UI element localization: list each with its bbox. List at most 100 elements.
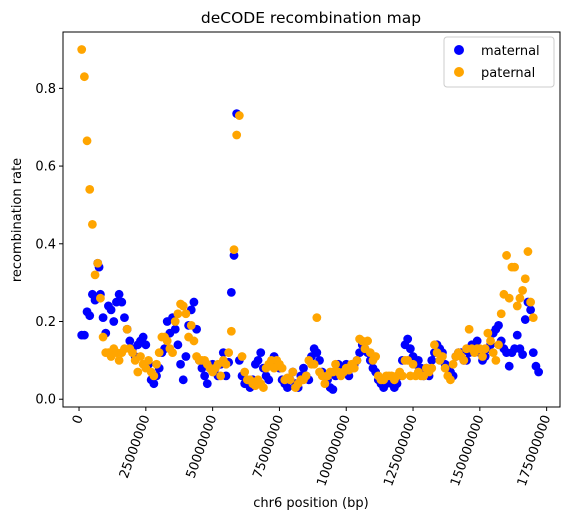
paternal-point — [494, 340, 503, 350]
maternal-point — [98, 313, 108, 323]
paternal-point — [518, 286, 527, 295]
maternal-point — [494, 320, 503, 330]
paternal-point — [491, 355, 501, 365]
paternal-point — [136, 352, 145, 361]
maternal-point — [173, 340, 183, 350]
maternal-point — [312, 348, 322, 357]
paternal-point — [87, 219, 97, 229]
series-paternal — [77, 45, 538, 392]
paternal-point — [168, 348, 177, 357]
paternal-point — [149, 371, 159, 381]
y-axis: 0.0 0.2 0.4 0.6 0.8 — [35, 82, 63, 408]
paternal-point — [480, 344, 490, 354]
maternal-point — [141, 340, 151, 350]
legend-label-maternal: maternal — [481, 44, 540, 59]
legend: maternal paternal — [443, 36, 555, 88]
paternal-point — [363, 336, 373, 346]
x-axis-label: chr6 position (bp) — [253, 496, 368, 511]
paternal-point — [122, 324, 132, 334]
maternal-point — [283, 383, 292, 392]
maternal-point — [256, 348, 266, 357]
legend-marker-maternal — [454, 45, 464, 55]
paternal-point — [232, 130, 242, 140]
paternal-point — [528, 313, 538, 323]
maternal-point — [117, 297, 127, 307]
paternal-point — [285, 375, 295, 385]
paternal-point — [430, 340, 439, 350]
paternal-point — [523, 247, 533, 256]
paternal-point — [512, 301, 522, 311]
paternal-point — [486, 336, 495, 346]
legend-label-paternal: paternal — [481, 66, 535, 81]
paternal-point — [320, 379, 330, 389]
paternal-point — [448, 359, 458, 369]
paternal-point — [427, 363, 437, 373]
maternal-point — [178, 375, 188, 385]
paternal-point — [224, 348, 234, 357]
paternal-point — [85, 184, 95, 194]
chart-title: deCODE recombination map — [201, 9, 421, 27]
paternal-point — [93, 258, 103, 268]
paternal-point — [496, 309, 506, 319]
y-tick-label: 0.8 — [35, 82, 56, 97]
legend-box — [443, 36, 555, 88]
paternal-point — [288, 367, 298, 377]
paternal-point — [178, 301, 188, 311]
paternal-point — [133, 367, 143, 377]
paternal-point — [520, 274, 530, 284]
paternal-point — [229, 245, 239, 255]
paternal-point — [181, 309, 191, 319]
paternal-point — [515, 293, 525, 303]
paternal-point — [301, 371, 311, 381]
paternal-point — [526, 297, 536, 307]
paternal-point — [128, 348, 137, 357]
y-tick-label: 0.0 — [35, 393, 56, 408]
maternal-point — [403, 334, 413, 344]
maternal-point — [109, 317, 119, 326]
maternal-point — [253, 355, 263, 365]
paternal-point — [331, 359, 340, 369]
paternal-point — [90, 270, 100, 280]
paternal-point — [240, 367, 250, 377]
paternal-point — [152, 359, 161, 369]
paternal-point — [352, 355, 362, 365]
paternal-point — [397, 371, 407, 381]
maternal-point — [138, 332, 148, 342]
maternal-point — [405, 344, 415, 354]
paternal-point — [464, 324, 474, 334]
maternal-point — [120, 313, 129, 323]
maternal-point — [472, 336, 482, 346]
maternal-point — [114, 289, 124, 299]
y-tick-label: 0.6 — [35, 160, 56, 175]
maternal-point — [526, 305, 536, 315]
paternal-point — [459, 355, 469, 365]
maternal-point — [512, 330, 522, 340]
paternal-point — [446, 375, 455, 385]
paternal-point — [226, 326, 236, 336]
paternal-point — [438, 352, 447, 361]
maternal-point — [264, 375, 274, 385]
paternal-point — [144, 355, 153, 365]
maternal-point — [181, 352, 191, 361]
maternal-point — [520, 315, 530, 324]
paternal-point — [82, 136, 92, 146]
plot-frame — [62, 31, 561, 408]
maternal-point — [226, 287, 236, 297]
maternal-point — [176, 359, 185, 369]
paternal-point — [216, 371, 226, 381]
paternal-point — [277, 363, 287, 373]
paternal-point — [309, 359, 319, 369]
paternal-point — [173, 309, 183, 319]
maternal-point — [189, 297, 199, 307]
maternal-point — [170, 324, 180, 334]
maternal-point — [528, 348, 538, 357]
paternal-point — [504, 293, 514, 303]
paternal-point — [189, 336, 199, 346]
y-tick-label: 0.2 — [35, 315, 56, 330]
paternal-point — [221, 359, 231, 369]
maternal-point — [518, 350, 527, 359]
paternal-point — [440, 363, 450, 373]
maternal-point — [106, 305, 116, 315]
paternal-point — [371, 352, 381, 361]
